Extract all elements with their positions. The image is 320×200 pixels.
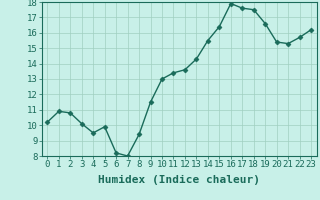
X-axis label: Humidex (Indice chaleur): Humidex (Indice chaleur) (98, 175, 260, 185)
